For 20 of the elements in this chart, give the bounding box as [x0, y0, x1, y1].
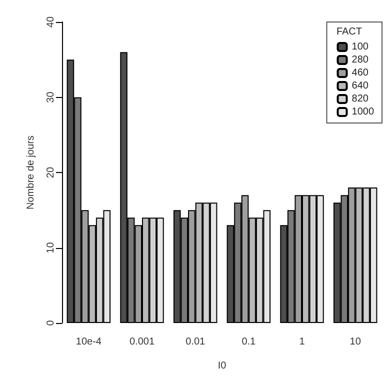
y-tick-label: 20	[46, 166, 56, 178]
y-tick-label: 40	[46, 16, 56, 28]
legend-label: 1000	[352, 106, 374, 118]
x-axis-title: I0	[218, 360, 227, 372]
legend-label: 640	[352, 80, 369, 92]
legend-label: 100	[352, 42, 369, 52]
x-tick-label: 0.01	[186, 336, 206, 348]
y-tick-label: 10	[46, 242, 56, 254]
legend-label: 280	[352, 54, 369, 66]
y-tick-label: 0	[46, 320, 56, 326]
x-tick-label: 10	[350, 336, 362, 348]
x-tick-label: 0.1	[242, 336, 256, 348]
x-tick-label: 1	[299, 336, 306, 348]
y-axis-title: Nombre de jours	[26, 136, 36, 210]
x-tick-label: 10e-4	[76, 336, 102, 348]
legend-label: 820	[352, 94, 369, 104]
legend-label: 460	[352, 68, 369, 78]
legend-title: FACT	[336, 26, 362, 38]
y-tick-label: 30	[46, 91, 56, 103]
x-tick-label: 0.001	[129, 336, 155, 348]
